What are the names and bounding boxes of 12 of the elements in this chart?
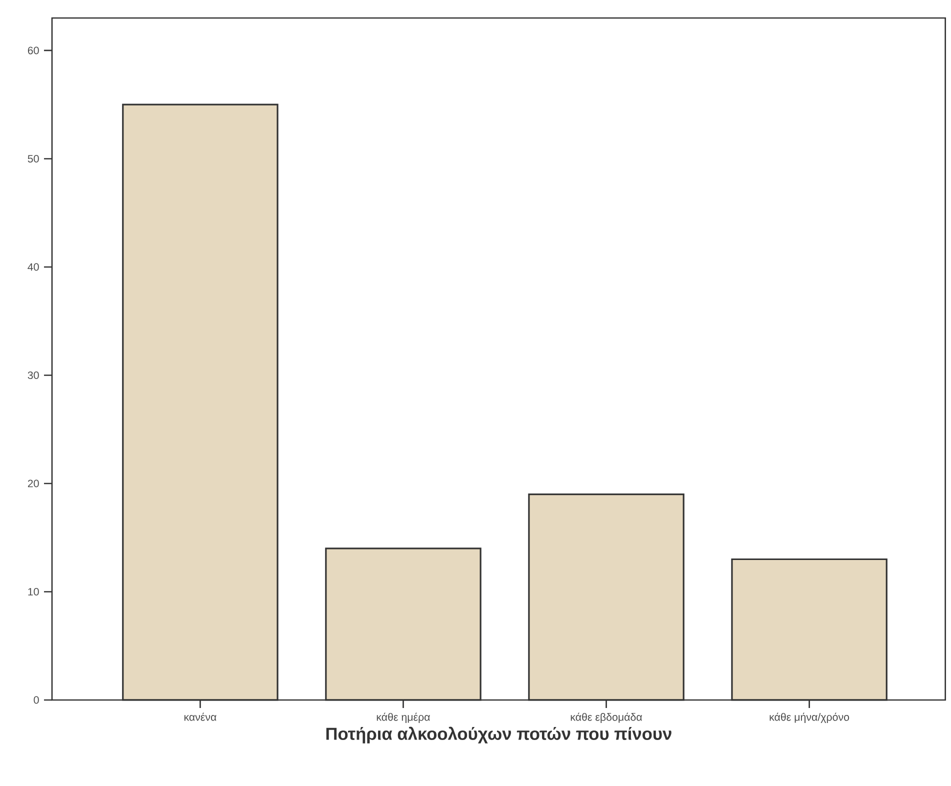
x-axis-title: Ποτήρια αλκοολούχων ποτών που πίνουν: [326, 726, 672, 744]
x-tick-label: κανένα: [184, 712, 216, 721]
y-tick-label: 60: [28, 46, 39, 54]
y-tick-label: 10: [28, 588, 39, 596]
y-tick-label: 20: [28, 480, 39, 488]
x-tick-label: κάθε εβδομάδα: [570, 712, 642, 723]
y-tick-label: 50: [28, 154, 39, 163]
y-tick-label: 0: [34, 696, 39, 704]
y-tick-label: 30: [28, 371, 39, 380]
x-tick-label: κάθε ημέρα: [376, 712, 430, 723]
y-tick-label: 40: [28, 263, 39, 271]
x-tick-label: κάθε μήνα/χρόνο: [770, 712, 850, 723]
